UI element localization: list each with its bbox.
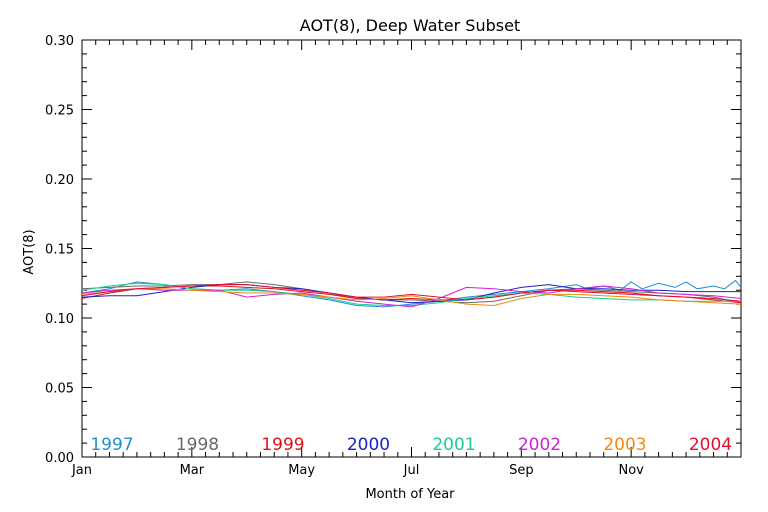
series-line-2003	[81, 288, 742, 307]
legend-label-2001: 2001	[432, 435, 475, 455]
legend-label-2000: 2000	[347, 435, 390, 455]
y-tick-label: 0.00	[45, 451, 74, 466]
x-tick-label: May	[288, 463, 315, 478]
y-tick-label: 0.05	[45, 382, 74, 397]
legend-label-2003: 2003	[603, 435, 646, 455]
legend-label-2004: 2004	[689, 435, 732, 455]
series-line-2004	[81, 284, 742, 302]
series-line-1998	[81, 281, 742, 304]
y-tick-label: 0.10	[45, 312, 74, 327]
y-axis-label: AOT(8)	[22, 229, 37, 274]
x-tick-label: Mar	[180, 463, 205, 478]
x-tick-label: Sep	[509, 463, 534, 478]
x-axis-ticks: Jan Mar May Jul Sep Nov	[71, 40, 728, 478]
y-axis-ticks: 0.00 0.05 0.10 0.15 0.20 0.25 0.30	[45, 34, 741, 466]
x-tick-label: Jul	[403, 463, 420, 478]
y-tick-label: 0.20	[45, 173, 74, 188]
legend: 1997 1998 1999 2000 2001 2002 2003 2004	[90, 435, 732, 455]
series-lines	[81, 279, 742, 308]
y-tick-label: 0.30	[45, 34, 74, 49]
chart-title: AOT(8), Deep Water Subset	[300, 16, 520, 35]
x-tick-label: Jan	[71, 463, 92, 478]
series-line-2000	[81, 284, 741, 304]
series-line-2001	[81, 282, 741, 306]
legend-label-1999: 1999	[261, 435, 304, 455]
legend-label-1997: 1997	[90, 435, 133, 455]
y-tick-label: 0.25	[45, 104, 74, 119]
x-axis-label: Month of Year	[365, 487, 455, 502]
x-tick-label: Nov	[618, 463, 644, 478]
legend-label-2002: 2002	[518, 435, 561, 455]
legend-label-1998: 1998	[176, 435, 219, 455]
y-tick-label: 0.15	[45, 243, 74, 258]
